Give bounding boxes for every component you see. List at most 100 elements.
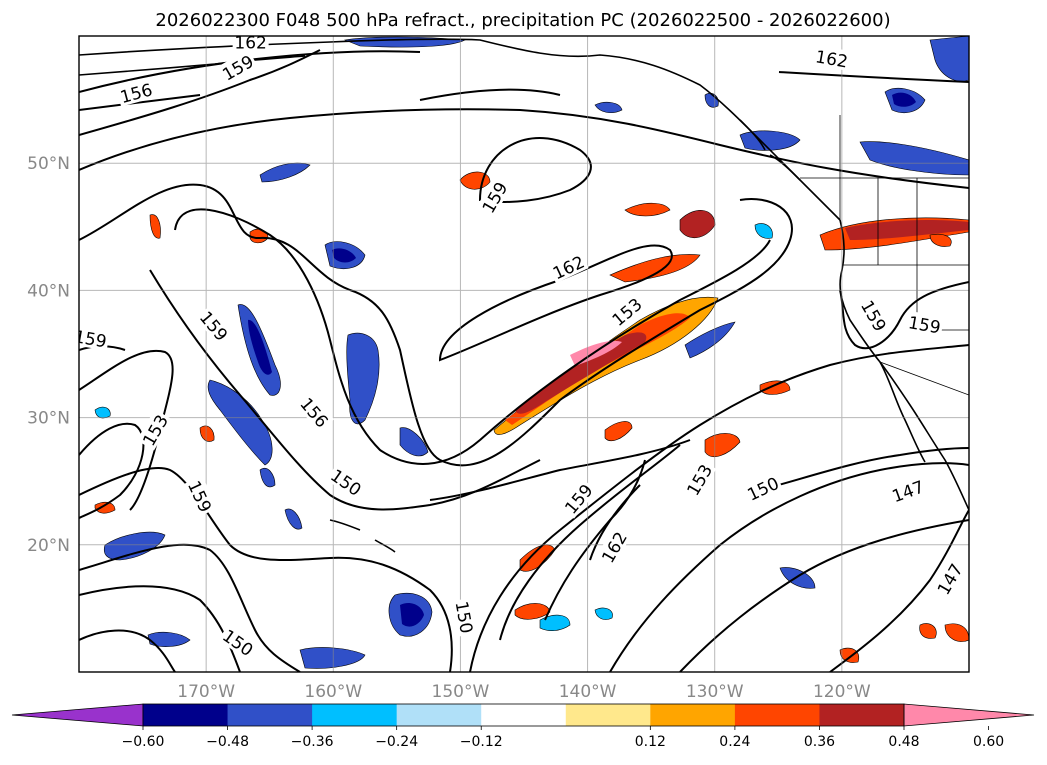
baja-california: [879, 361, 926, 463]
colorbar-tick-label: 0.48: [888, 734, 919, 750]
negative-patch-north-1: [259, 162, 311, 183]
negative-patch-west-1-core: [248, 319, 272, 375]
positive-patch-small-6: [514, 603, 551, 620]
colorbar-segment: [143, 704, 229, 726]
negative-patch-ne-1-core: [892, 92, 916, 107]
positive-patch-small-8: [94, 501, 116, 514]
lon-tick-label: 160°W: [304, 682, 362, 702]
negative-patch-east-2: [539, 614, 571, 631]
contour-24: [839, 281, 969, 350]
lon-tick-label: 150°W: [432, 682, 490, 702]
contour-15: [469, 344, 969, 672]
contour-25: [778, 71, 969, 83]
graticule: [79, 36, 969, 672]
contour-label: 150: [451, 597, 479, 637]
negative-patch-ne-3: [594, 101, 623, 114]
positive-patch-small-13: [944, 623, 969, 642]
negative-patch-west-11: [284, 508, 303, 530]
positive-patch-small-15: [929, 233, 952, 247]
colorbar-extend-high: [903, 703, 1035, 727]
negative-patch-west-9: [399, 427, 429, 457]
colorbar-segment: [312, 704, 398, 726]
contour-14: [79, 629, 176, 672]
positive-patch-small-4: [604, 421, 633, 441]
negative-patch-west-8-core: [400, 603, 424, 627]
negative-patch-west-4-core: [332, 248, 356, 263]
negative-patch-small-1: [754, 223, 773, 239]
axis-tick-labels: 20°N 30°N 40°N 50°N 170°W 160°W 150°W 140°W 130°…: [27, 154, 871, 702]
contour-27: [79, 94, 201, 111]
chart-title: 2026022300 F048 500 hPa refract., precip…: [155, 10, 890, 31]
colorbar-segment: [565, 704, 651, 726]
contour-11: [79, 467, 453, 672]
negative-patch-ne-5: [859, 141, 969, 176]
colorbar-tick-label: 0.12: [635, 734, 666, 750]
lon-tick-label: 120°W: [813, 682, 871, 702]
negative-patch-west-2: [207, 379, 273, 466]
positive-patch-small-12: [919, 623, 937, 639]
positive-patch-coast-core: [845, 220, 969, 240]
lon-tick-label: 140°W: [559, 682, 617, 702]
lat-tick-label: 30°N: [27, 409, 70, 429]
contour-label: 162: [232, 36, 269, 53]
contour-2: [79, 49, 321, 136]
colorbar-tick-label: −0.48: [206, 734, 249, 750]
contour-23: [759, 447, 969, 491]
colorbar-segment: [650, 704, 736, 726]
contour-4: [79, 183, 793, 467]
colorbar-tick-label: −0.24: [375, 734, 418, 750]
contour-1: [79, 50, 421, 93]
mexico-border: [879, 361, 969, 396]
positive-patch-small-3: [704, 433, 741, 457]
colorbar-segment: [396, 704, 482, 726]
lon-tick-label: 170°W: [177, 682, 235, 702]
contour-26: [419, 88, 561, 101]
colorbar: −0.60 −0.48 −0.36 −0.24 −0.12 0.12 0.24 0.36 0.4…: [11, 703, 1035, 750]
positive-patch-small-7: [759, 380, 791, 395]
contour-20: [609, 462, 969, 672]
colorbar-tick-label: 0.36: [804, 734, 835, 750]
colorbar-segment: [481, 704, 567, 726]
contour-22: [829, 509, 969, 672]
contour-10: [79, 422, 145, 519]
lat-tick-label: 40°N: [27, 281, 70, 301]
refractivity-contours: [79, 49, 969, 672]
contour-7: [174, 208, 771, 465]
negative-patch-west-10: [299, 647, 366, 669]
lat-tick-label: 20°N: [27, 536, 70, 556]
colorbar-tick-label: −0.60: [122, 734, 165, 750]
colorbar-outline: [142, 703, 905, 727]
contour-18: [589, 484, 641, 561]
negative-patch-west-3: [346, 332, 380, 425]
negative-patch-east-4: [594, 607, 613, 620]
colorbar-extend-low: [11, 703, 144, 727]
contour-12: [79, 543, 301, 672]
lat-tick-label: 50°N: [27, 154, 70, 174]
map-frame: [78, 35, 970, 673]
colorbar-segment: [227, 704, 313, 726]
colorbar-tick-label: 0.24: [719, 734, 750, 750]
contour-6: [438, 244, 673, 362]
contour-21: [679, 519, 969, 672]
positive-band-core: [515, 332, 647, 414]
colorbar-tick-label: −0.36: [291, 734, 334, 750]
positive-patch-small-11: [149, 214, 161, 239]
negative-patch-east-3: [684, 321, 736, 359]
contour-label: 159: [73, 324, 111, 352]
colorbar-tick-label: −0.12: [460, 734, 503, 750]
negative-patch-west-5: [259, 468, 276, 488]
map-background: [79, 36, 969, 672]
contour-5: [478, 137, 592, 203]
lon-tick-label: 130°W: [686, 682, 744, 702]
contour-19: [429, 439, 691, 501]
hawaii-islands: [329, 519, 396, 553]
positive-patch-small-2: [624, 202, 671, 217]
colorbar-segment: [819, 704, 905, 726]
contour-label-text: 159: [73, 327, 108, 352]
contour-16: [499, 444, 681, 641]
colorbar-segment: [734, 704, 820, 726]
negative-patch-small-2: [94, 406, 111, 419]
